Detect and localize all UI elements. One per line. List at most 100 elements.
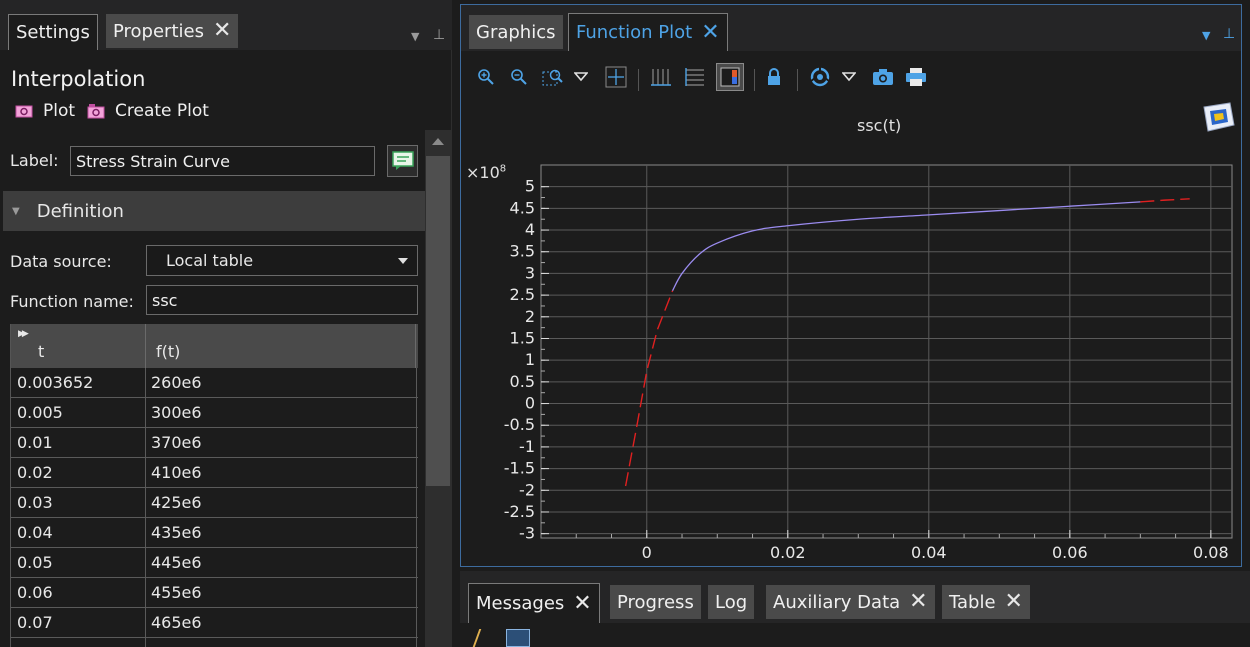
close-icon[interactable]: ✕: [212, 18, 232, 43]
y-tick-label: 2: [525, 307, 535, 326]
camera-icon[interactable]: [872, 65, 894, 89]
y-tick-label: 1.5: [510, 328, 535, 347]
function-name-input[interactable]: [146, 285, 418, 315]
interpolation-table: ▶▶ t f(t) 0.003652 260e6 0.005 300e6 0.01 370…: [10, 324, 418, 647]
table-cell-t[interactable]: 0.02: [11, 458, 146, 488]
definition-label: Definition: [36, 200, 124, 222]
table-row[interactable]: 0.03 425e6: [11, 488, 418, 518]
y-tick-label: 2.5: [510, 285, 535, 304]
table-cell-ft[interactable]: 425e6: [146, 488, 417, 518]
table-row[interactable]: 0.06 455e6: [11, 578, 418, 608]
table-row[interactable]: 0.003652 260e6: [11, 368, 418, 398]
close-icon[interactable]: ✕: [1004, 589, 1023, 614]
label-comment-button[interactable]: [387, 145, 418, 177]
label-input[interactable]: [70, 146, 375, 176]
tab-log[interactable]: Log: [708, 585, 755, 619]
column-header-t[interactable]: ▶▶ t: [11, 324, 146, 368]
column-header-ft[interactable]: f(t): [146, 324, 416, 368]
create-plot-icon: [87, 103, 105, 118]
zoom-box-icon[interactable]: [541, 65, 565, 89]
chevron-down-icon[interactable]: ▼: [1202, 29, 1211, 42]
x-tick-label: 0.02: [770, 543, 806, 562]
y-tick-label: 4.5: [510, 198, 535, 217]
messages-toolbar: [460, 623, 1250, 647]
table-row[interactable]: 0.01 370e6: [11, 428, 418, 458]
print-icon[interactable]: [905, 65, 927, 89]
tab-auxiliary-data-label: Auxiliary Data: [773, 591, 901, 613]
table-cell-t[interactable]: 0.07: [11, 608, 146, 638]
pin-icon[interactable]: ⊥: [433, 27, 446, 43]
function-plot-chart[interactable]: 5 4.5 4 3.5 3 2.5 2 1.5 1 0.5 0 -0.5 -1 -1.5 -2 -2.5 -3 0…: [461, 155, 1241, 568]
table-cell-ft[interactable]: 260e6: [146, 368, 417, 398]
table-row[interactable]: 0.04 435e6: [11, 518, 418, 548]
table-cell-t[interactable]: 0.05: [11, 548, 146, 578]
table-row[interactable]: 0.07 465e6: [11, 608, 418, 638]
table-cell-t[interactable]: 0.003652: [11, 368, 146, 398]
data-source-select[interactable]: Local table: [146, 245, 418, 276]
x-tick-label: 0.06: [1052, 543, 1088, 562]
table-cell-t[interactable]: 0.03: [11, 488, 146, 518]
color-table-icon[interactable]: [716, 63, 744, 91]
table-row[interactable]: 0.005 300e6: [11, 398, 418, 428]
y-tick-label: 3: [525, 263, 535, 282]
table-cell-t[interactable]: 0.04: [11, 518, 146, 548]
scene-light-icon[interactable]: [809, 65, 831, 89]
close-icon[interactable]: ✕: [573, 590, 592, 616]
tab-messages[interactable]: Messages ✕: [468, 583, 600, 623]
scene-view-icon[interactable]: [1200, 101, 1236, 133]
clear-icon[interactable]: [472, 629, 490, 647]
table-cell-ft[interactable]: 370e6: [146, 428, 417, 458]
zoom-out-icon[interactable]: [509, 65, 529, 89]
lock-icon[interactable]: [764, 65, 784, 89]
table-row-empty[interactable]: [11, 638, 418, 647]
table-cell-ft[interactable]: 435e6: [146, 518, 417, 548]
tab-progress-label: Progress: [617, 591, 694, 613]
table-cell-ft[interactable]: 300e6: [146, 398, 417, 428]
dropdown-icon[interactable]: [573, 65, 589, 89]
table-cell-t[interactable]: 0.01: [11, 428, 146, 458]
table-cell-ft[interactable]: 455e6: [146, 578, 417, 608]
y-axis-multiplier: ×108: [466, 163, 507, 182]
grid-lines-icon[interactable]: [683, 65, 707, 89]
tab-settings[interactable]: Settings: [8, 14, 98, 50]
scroll-up-icon[interactable]: [432, 138, 444, 145]
tab-progress[interactable]: Progress: [610, 585, 701, 619]
tab-table[interactable]: Table ✕: [942, 585, 1030, 619]
tab-auxiliary-data[interactable]: Auxiliary Data ✕: [766, 585, 935, 619]
close-icon[interactable]: ✕: [701, 19, 720, 45]
definition-section-header[interactable]: ▼ Definition: [3, 191, 425, 231]
toolbar-separator: [638, 69, 639, 91]
tab-properties[interactable]: Properties ✕: [106, 14, 239, 48]
settings-scrollbar[interactable]: [425, 130, 451, 647]
table-row[interactable]: 0.02 410e6: [11, 458, 418, 488]
create-plot-button[interactable]: Create Plot: [87, 101, 209, 121]
y-tick-label: 0.5: [510, 372, 535, 391]
scroll-thumb[interactable]: [426, 156, 450, 486]
message-log-icon[interactable]: [506, 629, 530, 647]
tab-graphics-label: Graphics: [476, 21, 556, 43]
plot-button[interactable]: Plot: [15, 101, 75, 121]
table-cell-ft[interactable]: 465e6: [146, 608, 417, 638]
grid-icon[interactable]: [649, 65, 673, 89]
table-cell-t[interactable]: 0.06: [11, 578, 146, 608]
table-row[interactable]: 0.05 445e6: [11, 548, 418, 578]
table-cell-t[interactable]: 0.005: [11, 398, 146, 428]
tab-function-plot[interactable]: Function Plot ✕: [568, 13, 728, 51]
y-tick-label: 4: [525, 220, 535, 239]
pin-icon[interactable]: ⊥: [1223, 26, 1236, 42]
close-icon[interactable]: ✕: [909, 589, 928, 614]
function-name-label: Function name:: [10, 292, 134, 311]
chevron-down-icon[interactable]: ▼: [411, 30, 420, 43]
table-cell-ft[interactable]: 445e6: [146, 548, 417, 578]
collapse-chevron-icon: ▼: [12, 205, 20, 217]
series-line-interpolation: [671, 201, 1141, 292]
zoom-in-icon[interactable]: [476, 65, 496, 89]
data-source-value: Local table: [166, 251, 254, 270]
table-cell-ft[interactable]: 410e6: [146, 458, 417, 488]
right-tab-strip: Graphics Function Plot ✕ ▼ ⊥: [461, 5, 1241, 51]
dropdown-icon[interactable]: [841, 65, 857, 89]
plot-toolbar: [461, 57, 1241, 97]
y-tick-label: 1: [525, 350, 535, 369]
zoom-extents-icon[interactable]: [604, 65, 628, 89]
tab-graphics[interactable]: Graphics: [469, 15, 563, 49]
